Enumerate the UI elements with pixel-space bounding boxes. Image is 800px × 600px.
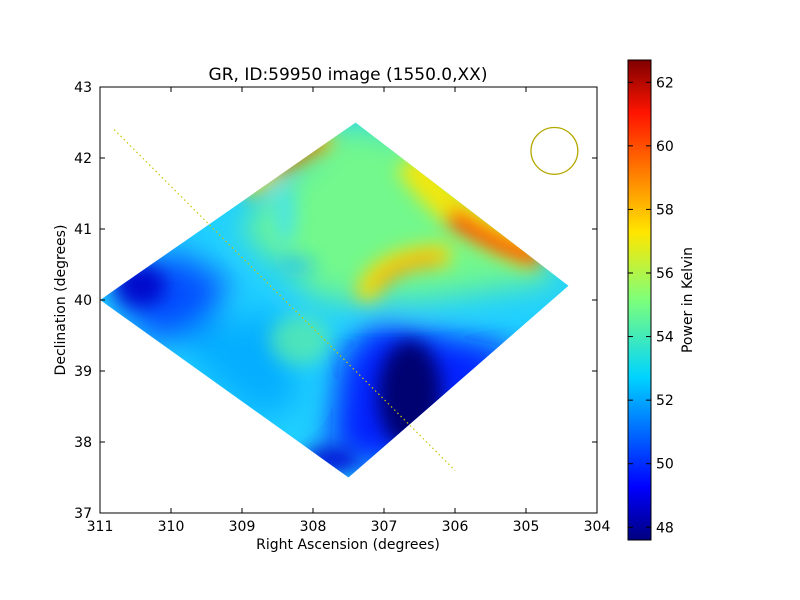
y-tick-label: 40: [74, 293, 92, 309]
colorbar-tick-label: 54: [656, 330, 674, 346]
beam-circle: [530, 126, 579, 175]
x-tick-label: 305: [513, 519, 540, 535]
x-tick-label: 304: [584, 519, 611, 535]
x-tick-label: 309: [229, 519, 256, 535]
cyan-streak-1: [275, 185, 295, 245]
cold-spot-bottom: [302, 446, 358, 474]
y-tick-label: 38: [74, 435, 92, 451]
x-tick-label: 310: [158, 519, 185, 535]
colorbar: [627, 59, 652, 541]
y-tick-label: 37: [74, 506, 92, 522]
x-tick-label: 307: [371, 519, 398, 535]
orange-arc-center: [374, 256, 441, 291]
y-tick-label: 39: [74, 364, 92, 380]
x-axis-ticks: 311 310 309 308 307 306 305 304: [87, 87, 611, 535]
colorbar-tick-label: 52: [656, 393, 674, 409]
colorbar-label: Power in Kelvin: [680, 247, 696, 353]
colorbar-tick-label: 62: [656, 75, 674, 91]
y-tick-label: 42: [74, 151, 92, 167]
region-lower-left-cyan: [180, 310, 300, 420]
colorbar-tick-label: 50: [656, 457, 674, 473]
colorbar-ticks: 48 50 52 54 56 58 60 62: [628, 75, 674, 536]
cyan-streak-2: [275, 257, 315, 273]
x-tick-label: 308: [300, 519, 327, 535]
cold-spot-lower: [378, 340, 442, 450]
colorbar-tick-label: 58: [656, 202, 674, 218]
y-axis-ticks: 37 38 39 40 41 42 43: [74, 80, 597, 522]
x-axis-label: Right Ascension (degrees): [256, 537, 440, 553]
green-patch-mid: [270, 315, 330, 365]
yellow-arc-center: [354, 244, 451, 303]
colorbar-tick-label: 60: [656, 139, 674, 155]
chart-title: GR, ID:59950 image (1550.0,XX): [209, 65, 488, 85]
cold-spot-left: [114, 263, 166, 307]
y-tick-label: 41: [74, 222, 92, 238]
y-tick-label: 43: [74, 80, 92, 96]
y-axis-label: Declination (degrees): [53, 225, 69, 376]
x-tick-label: 311: [87, 519, 114, 535]
colorbar-tick-label: 56: [656, 266, 674, 282]
dotted-scan-line: [113, 129, 456, 471]
heatmap: [100, 122, 569, 478]
colorbar-tick-label: 48: [656, 520, 674, 536]
x-tick-label: 306: [442, 519, 469, 535]
